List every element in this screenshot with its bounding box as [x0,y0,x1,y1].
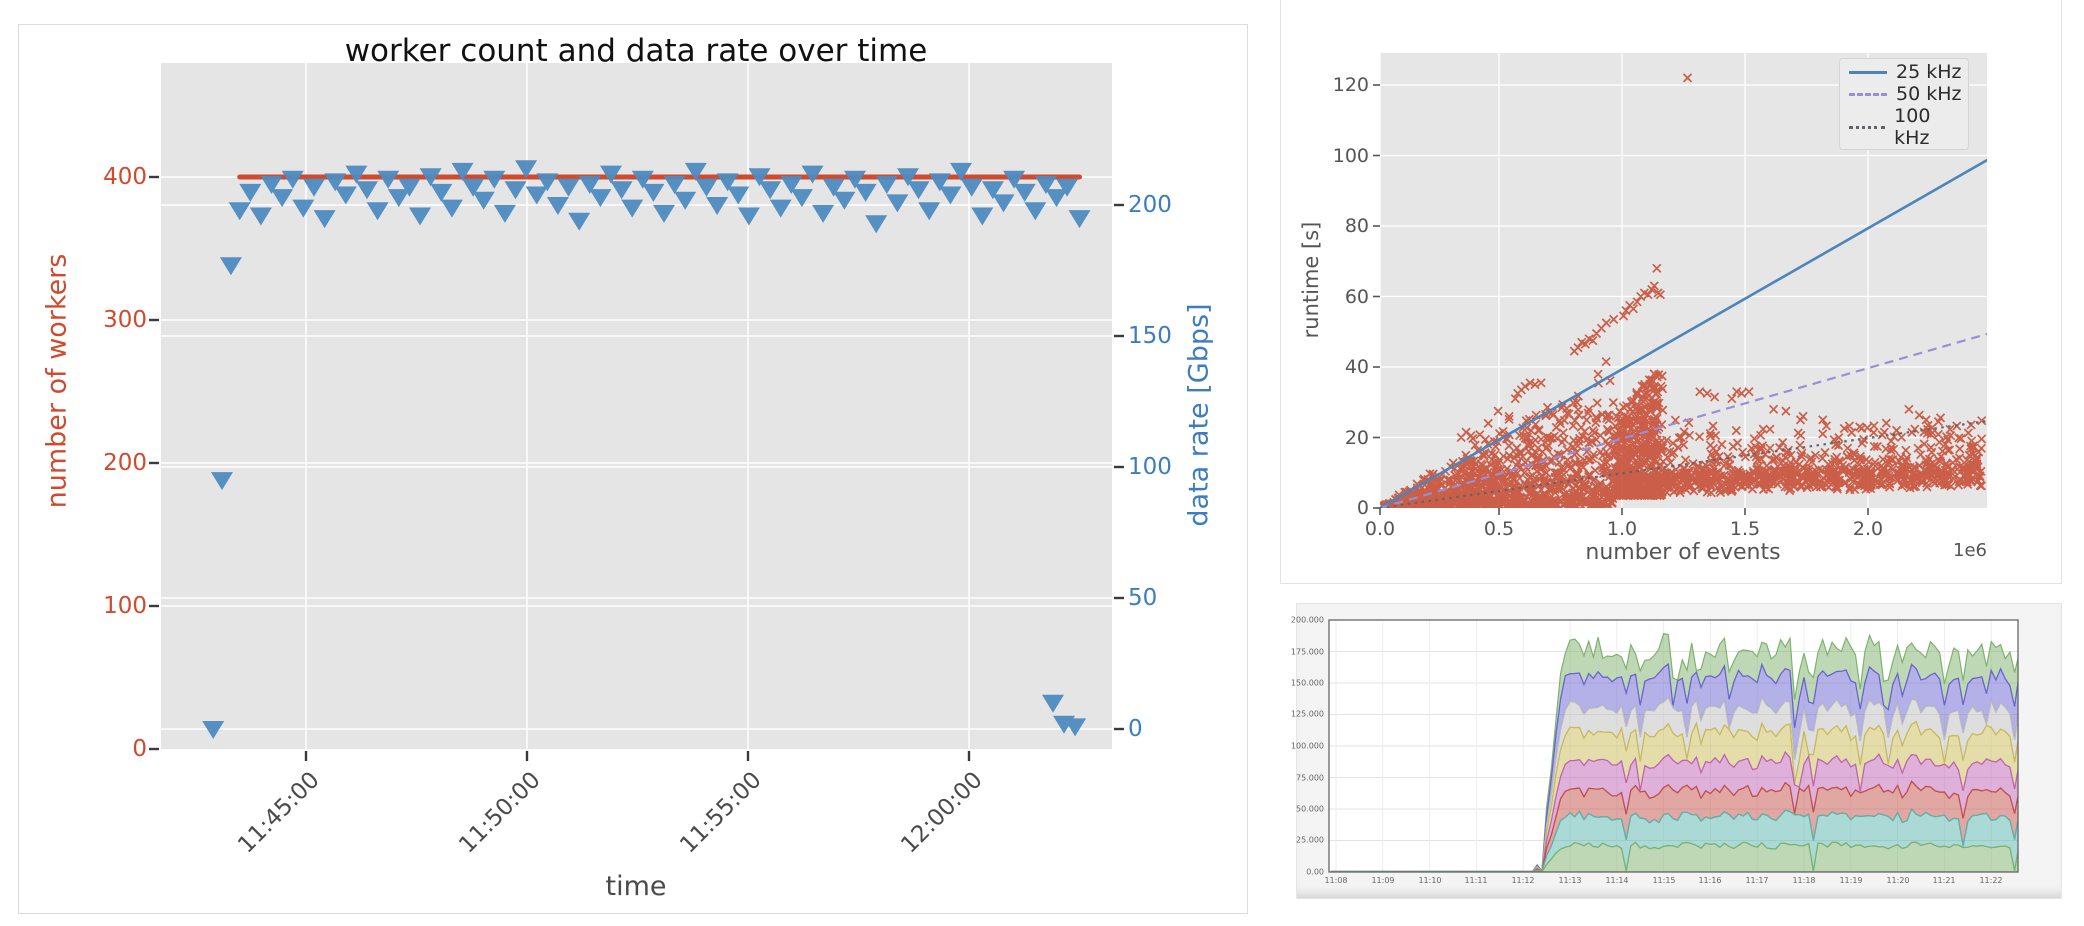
x-tick-label: 11:13 [1558,876,1582,885]
legend-entry: 25 kHz [1840,61,1968,83]
legend-entry: 100 kHz [1840,105,1968,149]
x-tick-label: 11:14 [1605,876,1629,885]
legend: 25 kHz 50 kHz 100 kHz [1839,58,1969,150]
x-axis-label: number of events [1585,540,1781,565]
x-tick-label: 11:09 [1371,876,1395,885]
y-tick-label: 25.000 [1296,835,1324,845]
x-tick-label: 11:21 [1932,876,1956,885]
y-tick-label: 0.00 [1306,867,1324,877]
y-tick-label: 300 [103,307,147,333]
y2-tick-label: 150 [1128,323,1172,349]
y-tick-label: 0 [132,736,147,762]
y-axis-label: runtime [s] [1299,221,1323,339]
y-tick-label: 100.000 [1290,741,1324,751]
worker-chart-card: worker count and data rate over time 400… [18,24,1248,914]
x-tick-label: 11:18 [1792,876,1816,885]
x-tick-label: 11:16 [1698,876,1722,885]
y-tick-label: 200.000 [1290,615,1324,625]
worker-chart-title: worker count and data rate over time [344,33,928,69]
x-tick-label: 11:20 [1886,876,1910,885]
y-tick-label: 200 [103,450,147,476]
y2-axis-label: data rate [Gbps] [1183,303,1215,527]
y-tick-label: 0 [1356,497,1369,519]
y2-tick-label: 200 [1128,192,1172,218]
y-tick-label: 20 [1344,427,1369,449]
x-tick-label: 1.0 [1606,518,1638,540]
y-tick-label: 40 [1344,356,1369,378]
x-tick-label: 11:10 [1418,876,1442,885]
x-tick-label: 11:15 [1652,876,1676,885]
legend-label: 25 kHz [1896,61,1962,83]
axis-offset-label: 1e6 [1953,540,1987,561]
x-tick-label: 11:19 [1839,876,1863,885]
legend-entry: 50 kHz [1840,83,1968,105]
y-tick-label: 125.000 [1290,709,1324,719]
y-tick-label: 120 [1332,74,1369,96]
x-tick-label: 11:12 [1511,876,1535,885]
y-tick-label: 175.000 [1290,647,1324,657]
y-tick-label: 100 [1332,145,1369,167]
y2-tick-label: 50 [1128,585,1158,611]
x-tick-label: 0.5 [1483,518,1515,540]
x-axis-label: time [605,871,667,902]
y-tick-label: 80 [1344,215,1369,237]
stacked-area-plot [1328,619,2019,873]
legend-label: 100 kHz [1894,105,1931,149]
legend-line-dotted [1849,125,1886,129]
y-tick-label: 400 [103,164,147,190]
x-tick-label: 11:08 [1324,876,1348,885]
legend-label: 50 kHz [1896,83,1962,105]
y2-tick-label: 100 [1128,454,1172,480]
x-tick-label: 1.5 [1729,518,1761,540]
y-tick-label: 50.000 [1296,804,1324,814]
y-tick-label: 100 [103,593,147,619]
y-axis-label: number of workers [41,253,73,509]
y-tick-label: 150.000 [1290,678,1324,688]
x-tick-label: 2.0 [1852,518,1884,540]
x-tick-label: 11:22 [1979,876,2003,885]
stacked-area-card: 200.000 175.000 150.000 125.000 100.000 … [1291,603,2062,899]
x-tick-label: 11:11 [1464,876,1488,885]
y2-tick-label: 0 [1128,716,1143,742]
x-tick-label: 11:17 [1745,876,1769,885]
legend-line-dashed [1849,92,1887,96]
y-tick-label: 60 [1344,286,1369,308]
y-tick-label: 75.000 [1296,773,1324,783]
x-tick-label: 0.0 [1364,518,1396,540]
runtime-scatter-card: 120 100 80 60 40 20 0 0.0 0.5 1.0 1.5 2.… [1280,0,2062,584]
legend-line-solid [1849,70,1887,74]
worker-chart-plot [149,63,1124,761]
